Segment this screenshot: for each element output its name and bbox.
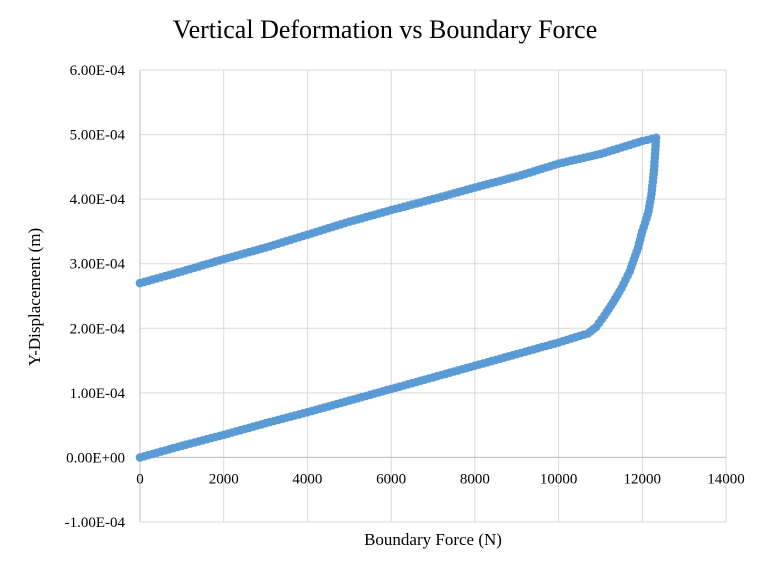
- axes: [139, 70, 726, 522]
- x-tick-label: 8000: [460, 471, 490, 487]
- data-series: [135, 133, 661, 462]
- x-tick-label: 12000: [624, 471, 662, 487]
- y-axis-label: Y-Displacement (m): [25, 228, 44, 366]
- series-line: [139, 136, 658, 459]
- chart-title: Vertical Deformation vs Boundary Force: [173, 15, 598, 44]
- x-tick-label: 14000: [707, 471, 745, 487]
- y-tick-label: 5.00E-04: [70, 128, 126, 144]
- x-tick-label: 2000: [209, 471, 239, 487]
- gridlines: [139, 69, 727, 523]
- y-tick-label: 6.00E-04: [70, 63, 126, 79]
- y-tick-label: 0.00E+00: [66, 450, 125, 466]
- y-tick-label: 4.00E-04: [70, 192, 126, 208]
- y-tick-label: 3.00E-04: [70, 257, 126, 273]
- y-tick-label: -1.00E-04: [65, 515, 126, 531]
- x-tick-label: 10000: [540, 471, 578, 487]
- y-tick-label: 2.00E-04: [70, 321, 126, 337]
- x-tick-label: 6000: [376, 471, 406, 487]
- data-point: [135, 278, 145, 288]
- series: [135, 133, 661, 462]
- x-axis-label: Boundary Force (N): [364, 530, 502, 549]
- x-tick-label: 0: [136, 471, 144, 487]
- tick-labels: -1.00E-04 0.00E+00 1.00E-04 2.00E-04 3.00E-0…: [65, 63, 745, 531]
- y-tick-label: 1.00E-04: [70, 386, 126, 402]
- x-tick-label: 4000: [292, 471, 322, 487]
